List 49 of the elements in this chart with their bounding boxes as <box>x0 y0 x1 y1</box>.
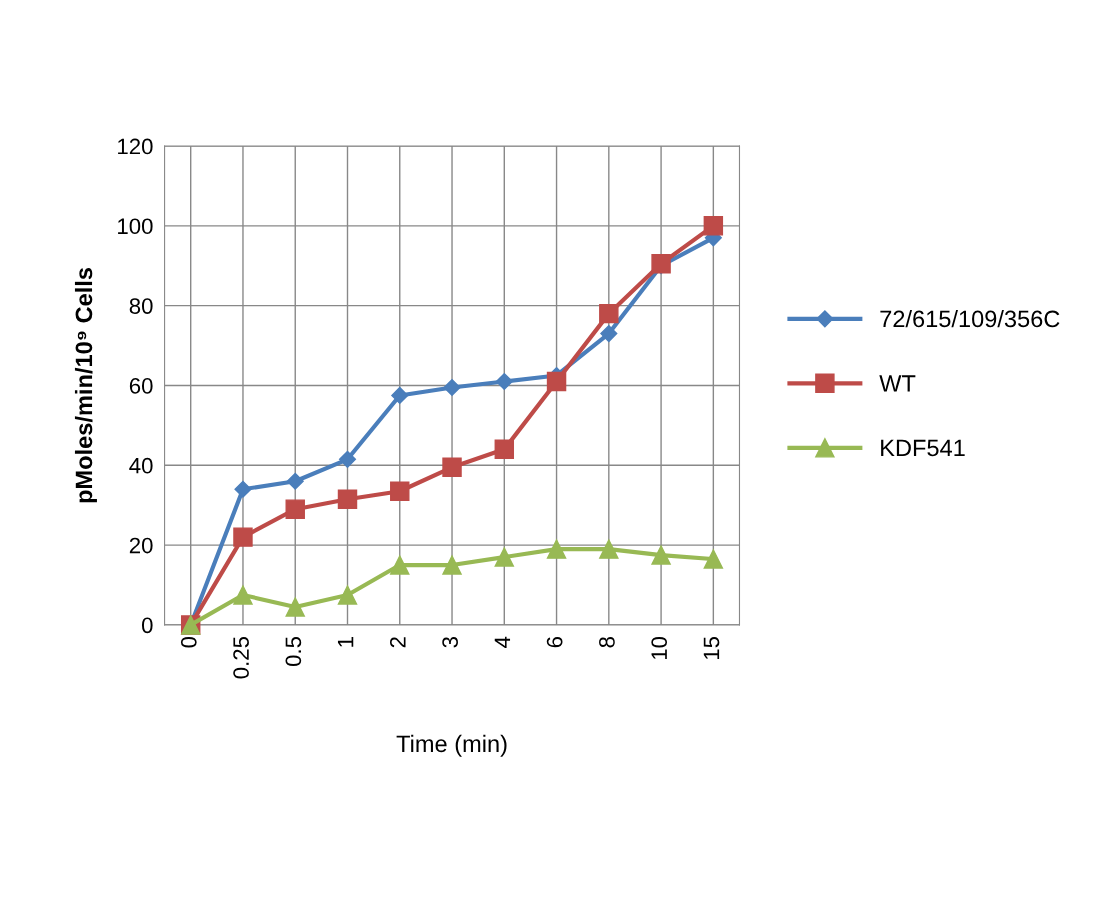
y-tick-label: 60 <box>129 378 153 394</box>
point <box>546 539 567 559</box>
x-tick-label: 0.25 <box>233 636 249 679</box>
point <box>233 585 253 605</box>
point <box>442 555 462 575</box>
x-tick-label: 15 <box>703 636 720 660</box>
point <box>337 585 358 605</box>
point <box>651 545 671 565</box>
point <box>703 216 724 236</box>
x-tick-label: 10 <box>651 636 668 660</box>
point <box>338 450 357 468</box>
point <box>703 549 724 569</box>
legend-label: KDF541 <box>881 439 965 457</box>
y-tick-label: 80 <box>129 298 153 314</box>
point <box>600 325 618 343</box>
x-tick-label: 3 <box>442 637 458 648</box>
x-tick-label: 4 <box>494 636 511 648</box>
point <box>234 480 252 498</box>
point <box>442 457 462 478</box>
y-tick-label: 0 <box>141 617 153 634</box>
point <box>285 499 305 519</box>
x-tick-label: 0 <box>180 636 197 648</box>
legend-label: 72/615/109/356C <box>880 309 1060 328</box>
point <box>337 489 358 509</box>
legend-label: WT <box>879 375 916 392</box>
point <box>443 378 461 397</box>
y-tick-label: 20 <box>129 537 153 554</box>
y-tick-label: 40 <box>129 457 153 474</box>
x-tick-label: 1 <box>337 637 354 647</box>
y-tick-label: 100 <box>118 218 153 235</box>
point <box>233 527 253 547</box>
point <box>495 372 513 391</box>
point <box>390 555 410 575</box>
point <box>285 597 305 617</box>
x-tick-label: 2 <box>389 637 406 648</box>
x-tick-label: 6 <box>546 637 563 648</box>
point <box>391 386 409 405</box>
x-axis-title: Time (min) <box>396 734 507 757</box>
point <box>546 371 567 392</box>
y-axis-title: pMoles/min/10⁹ Cells <box>74 267 97 503</box>
point <box>494 547 515 567</box>
point <box>286 472 304 490</box>
point <box>494 439 515 460</box>
point <box>390 481 410 501</box>
x-tick-label: 8 <box>599 637 615 648</box>
y-tick-label: 120 <box>118 138 153 155</box>
x-tick-label: 0.5 <box>285 636 302 667</box>
point <box>599 303 619 324</box>
point <box>599 539 619 559</box>
